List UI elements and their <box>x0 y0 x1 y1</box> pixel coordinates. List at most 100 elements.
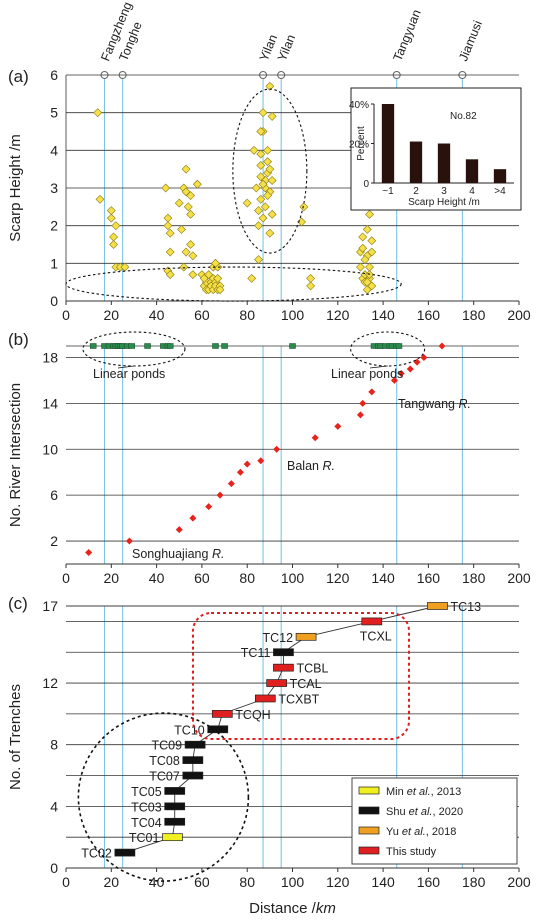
river-point <box>236 468 244 476</box>
river-point <box>227 480 235 488</box>
scarp-point <box>263 191 273 200</box>
scarp-point <box>181 164 191 174</box>
legend-label: This study <box>386 846 437 858</box>
y-tick-label: 14 <box>42 395 58 411</box>
scarp-point <box>306 273 316 283</box>
x-tick-label: 120 <box>326 570 350 586</box>
trench-label: TC03 <box>131 800 162 814</box>
legend-swatch <box>358 806 380 815</box>
scarp-point <box>179 262 189 272</box>
scarp-point <box>258 108 268 118</box>
legend-swatch <box>358 826 380 835</box>
legend-swatch <box>358 846 380 855</box>
x-tick-label: 80 <box>239 874 255 890</box>
scarp-point <box>358 243 368 253</box>
linear-pond <box>395 343 403 349</box>
y-axis-label: No. River Intersection <box>7 383 24 527</box>
scarp-point <box>267 112 277 121</box>
y-tick-label: 4 <box>50 142 58 158</box>
y-tick-label: 2 <box>50 218 58 234</box>
scarp-point <box>186 209 195 219</box>
ellipse-low-group <box>65 266 402 302</box>
scarp-point <box>165 247 175 257</box>
x-tick-label: 20 <box>104 874 120 890</box>
scarp-point <box>256 127 266 136</box>
x-tick-label: 160 <box>417 570 441 586</box>
inset-x-tick-label: 4 <box>469 186 475 197</box>
scarp-point <box>306 281 316 291</box>
trench-label: TC02 <box>81 847 112 861</box>
inset-bar <box>493 169 507 183</box>
inset-y-tick-label: 0 <box>363 179 369 190</box>
trench-label: TC08 <box>149 754 180 768</box>
ellipse-shu-cluster <box>77 712 250 882</box>
trench-label: TC01 <box>129 831 160 845</box>
y-tick-label: 12 <box>42 675 58 691</box>
ellipse-linear-ponds-right <box>350 331 426 367</box>
inset-frame <box>350 87 522 211</box>
inset-x-tick-label: 3 <box>441 186 447 197</box>
inset-bar <box>409 141 423 183</box>
river-point <box>397 370 405 378</box>
linear-pond <box>166 343 174 349</box>
river-annotation: Linear ponds <box>331 367 403 381</box>
trench-bar <box>273 648 294 657</box>
x-tick-label: 80 <box>239 570 255 586</box>
y-tick-label: 5 <box>50 105 58 121</box>
scarp-point <box>267 176 277 185</box>
panel-c-trenches: 0 4 8 12 17 0 20 40 60 80 100 120 140 160 180 200 No. of… <box>7 594 531 917</box>
y-axis-label: Scarp Height /m <box>7 134 24 242</box>
trench-label: TCXBT <box>278 692 319 706</box>
inset-x-tick-label: ~1 <box>382 186 394 197</box>
inset-x-tick-label: 2 <box>413 186 419 197</box>
scarp-point <box>215 285 225 295</box>
scarp-point <box>106 206 116 216</box>
y-tick-label: 1 <box>50 255 58 271</box>
legend-label: Min et al., 2013 <box>386 786 461 798</box>
river-point <box>359 399 367 407</box>
x-tick-label: 200 <box>507 874 531 890</box>
x-tick-label: 0 <box>62 307 70 323</box>
legend: Min et al., 2013 Shu et al., 2020 Yu et al… <box>351 777 518 865</box>
x-tick-label: 80 <box>239 307 255 323</box>
linear-pond <box>128 343 135 349</box>
scarp-point <box>267 209 277 219</box>
x-tick-label: 40 <box>149 570 165 586</box>
legend-frame <box>351 777 518 865</box>
y-tick-label: 18 <box>42 349 58 365</box>
river-point <box>85 549 93 557</box>
trench-bar <box>164 817 186 826</box>
box-this-study <box>192 612 410 740</box>
trench-bar <box>295 632 317 641</box>
inset-bar <box>381 104 395 183</box>
inset-bar <box>465 159 479 183</box>
trench-bar <box>182 756 204 764</box>
x-tick-label: 140 <box>371 570 395 586</box>
trench-bar <box>184 740 206 749</box>
scarp-point <box>109 232 118 242</box>
inset-y-tick-label: 20% <box>349 140 369 151</box>
scarp-point <box>365 209 374 219</box>
river-point <box>189 514 197 522</box>
y-tick-label: 4 <box>50 798 58 814</box>
linear-pond <box>212 343 219 349</box>
scarp-point <box>258 179 268 189</box>
scarp-point <box>263 145 273 155</box>
river-annotation: Linear ponds <box>93 367 165 381</box>
linear-pond <box>144 343 151 349</box>
linear-pond <box>89 343 97 349</box>
river-point <box>390 376 398 384</box>
leader-line <box>117 365 134 369</box>
scarp-point <box>181 247 191 257</box>
town-label: Tangyuan <box>390 8 423 64</box>
scarp-point <box>188 270 198 280</box>
x-tick-label: 60 <box>194 307 210 323</box>
scarp-point <box>360 255 370 264</box>
trench-label: TC11 <box>241 646 271 660</box>
river-point <box>406 365 414 373</box>
trench-bar <box>211 710 233 718</box>
river-point <box>125 537 133 545</box>
scarp-point <box>109 240 118 249</box>
panel-label: (c) <box>8 594 28 613</box>
